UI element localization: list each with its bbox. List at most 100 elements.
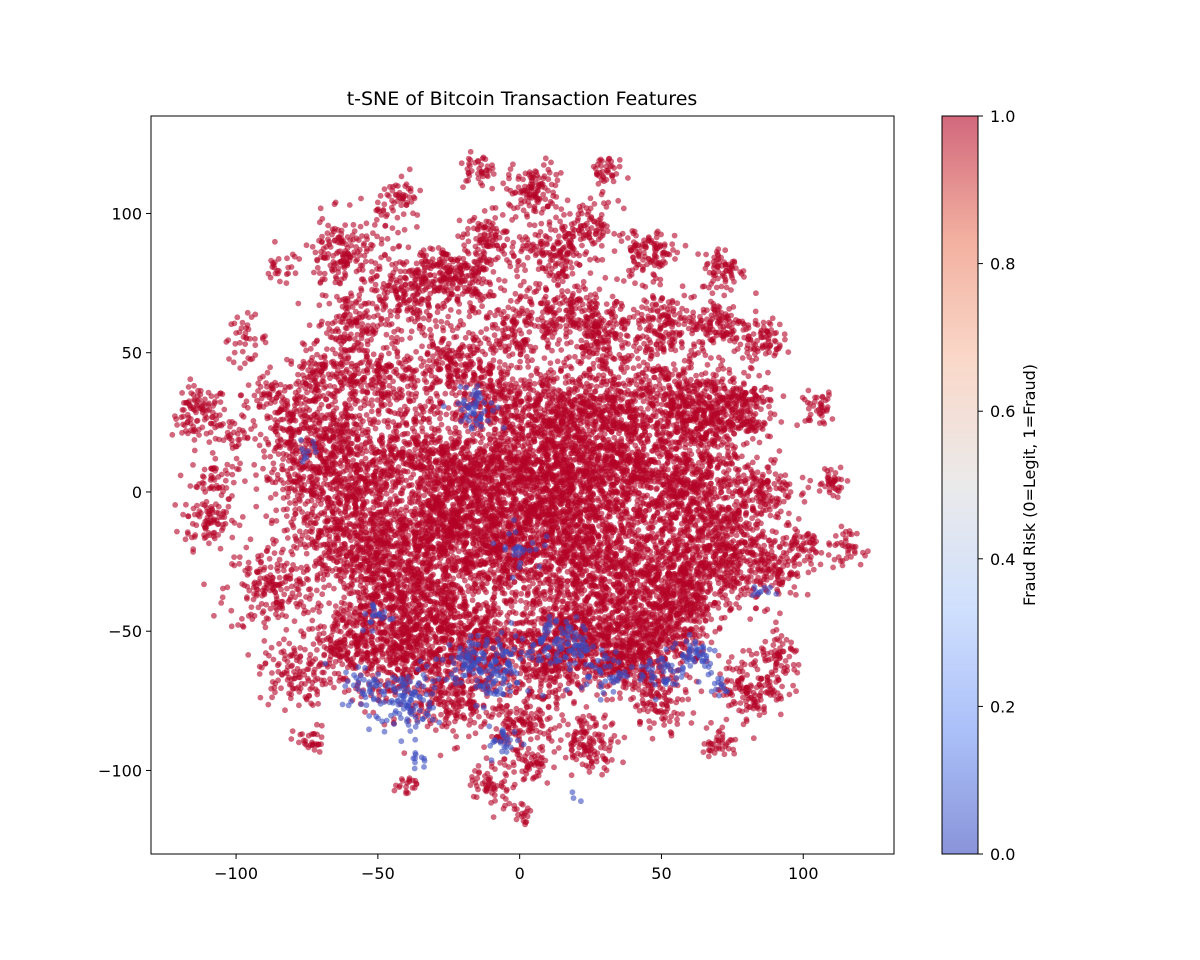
fraud-point — [308, 700, 314, 707]
fraud-point — [230, 479, 237, 486]
fraud-point — [442, 251, 448, 257]
fraud-point — [403, 504, 410, 511]
fraud-point — [404, 430, 411, 437]
fraud-point — [293, 657, 300, 664]
fraud-point — [393, 366, 399, 373]
fraud-point — [272, 238, 278, 245]
fraud-point — [252, 352, 259, 358]
fraud-point — [296, 702, 302, 709]
fraud-point — [347, 467, 354, 474]
fraud-point — [301, 341, 308, 348]
fraud-point — [281, 656, 288, 663]
fraud-point — [286, 500, 293, 506]
fraud-point — [309, 243, 316, 250]
fraud-point — [210, 485, 217, 492]
fraud-point — [263, 580, 270, 587]
fraud-point — [395, 479, 402, 486]
fraud-point — [194, 502, 200, 509]
fraud-point — [349, 557, 356, 564]
fraud-point — [302, 646, 308, 653]
fraud-point — [341, 584, 348, 591]
fraud-point — [313, 338, 320, 345]
fraud-point — [273, 507, 280, 514]
fraud-point — [399, 558, 406, 565]
fraud-point — [196, 432, 202, 438]
fraud-point — [249, 616, 256, 622]
fraud-point — [319, 276, 326, 282]
fraud-point — [199, 424, 206, 431]
fraud-point — [329, 334, 336, 341]
fraud-point — [351, 336, 358, 342]
fraud-point — [194, 417, 201, 424]
fraud-point — [393, 277, 399, 284]
fraud-point — [383, 344, 390, 351]
fraud-point — [338, 363, 345, 370]
fraud-point — [406, 194, 413, 201]
fraud-point — [189, 520, 196, 527]
fraud-point — [390, 183, 396, 190]
fraud-point — [404, 199, 411, 206]
fraud-point — [378, 240, 385, 247]
fraud-point — [244, 322, 251, 328]
fraud-point — [267, 564, 274, 571]
fraud-point — [248, 604, 255, 610]
fraud-point — [357, 223, 364, 230]
fraud-point — [363, 220, 370, 227]
fraud-point — [361, 347, 368, 354]
fraud-point — [403, 259, 410, 265]
fraud-point — [336, 554, 343, 561]
fraud-point — [409, 482, 415, 488]
fraud-point — [214, 521, 221, 528]
fraud-point — [245, 559, 252, 566]
fraud-point — [187, 376, 194, 383]
fraud-point — [387, 308, 394, 315]
fraud-point — [312, 677, 319, 684]
fraud-point — [296, 407, 303, 413]
fraud-point — [504, 236, 511, 243]
fraud-point — [177, 472, 184, 479]
fraud-point — [269, 469, 275, 476]
fraud-point — [437, 284, 443, 291]
fraud-point — [268, 685, 275, 692]
fraud-point — [361, 379, 367, 385]
fraud-point — [311, 563, 318, 569]
fraud-point — [257, 694, 264, 701]
fraud-point — [337, 280, 344, 287]
fraud-point — [284, 535, 291, 541]
fraud-point — [227, 423, 233, 430]
fraud-point — [261, 448, 267, 454]
fraud-point — [358, 578, 364, 585]
fraud-point — [293, 685, 299, 692]
fraud-point — [458, 350, 465, 356]
fraud-point — [445, 366, 451, 373]
fraud-point — [297, 731, 304, 738]
fraud-point — [355, 370, 362, 377]
fraud-point — [206, 439, 213, 445]
fraud-point — [452, 270, 459, 276]
fraud-point — [291, 486, 298, 493]
fraud-point — [239, 348, 246, 355]
fraud-point — [344, 297, 351, 304]
fraud-point — [439, 305, 445, 311]
fraud-point — [317, 205, 324, 212]
fraud-point — [314, 647, 320, 653]
fraud-point — [247, 536, 254, 543]
fraud-point — [423, 308, 430, 315]
fraud-point — [309, 505, 316, 512]
fraud-point — [261, 585, 268, 591]
fraud-point — [305, 576, 312, 583]
fraud-point — [356, 590, 363, 596]
fraud-point — [349, 511, 355, 517]
fraud-point — [203, 415, 210, 421]
fraud-point — [395, 584, 401, 590]
fraud-point — [278, 477, 284, 483]
fraud-point — [373, 304, 380, 310]
fraud-point — [335, 338, 342, 344]
fraud-point — [303, 381, 309, 387]
fraud-point — [450, 575, 457, 582]
fraud-point — [300, 610, 307, 617]
fraud-point — [378, 354, 384, 361]
fraud-point — [277, 381, 284, 388]
fraud-point — [267, 364, 273, 371]
fraud-point — [272, 428, 279, 435]
